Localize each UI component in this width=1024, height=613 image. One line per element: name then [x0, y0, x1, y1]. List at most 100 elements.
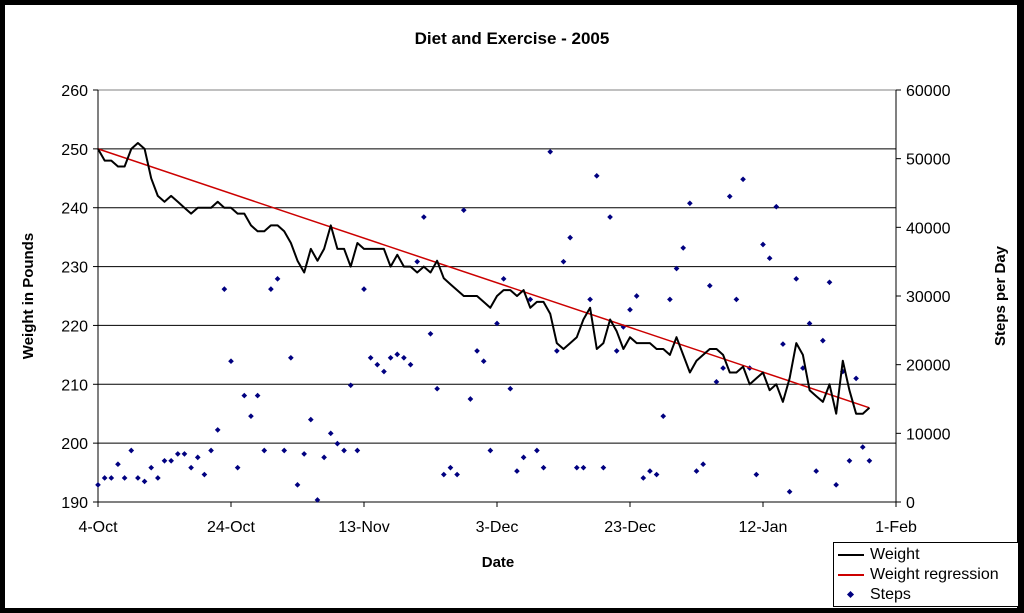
y2-tick-label: 40000 [906, 220, 951, 237]
steps-point [726, 193, 733, 200]
steps-point [660, 413, 667, 419]
legend-label-weight-regression: Weight regression [870, 566, 999, 583]
steps-point [440, 471, 447, 478]
steps-point [281, 447, 288, 454]
steps-point [580, 464, 587, 471]
steps-point [141, 478, 148, 485]
steps-point [367, 354, 374, 361]
legend-label-weight: Weight [870, 546, 920, 563]
steps-point [361, 286, 367, 292]
steps-point [527, 296, 534, 303]
steps-point [221, 286, 228, 292]
steps-point [720, 365, 726, 371]
steps-point [168, 457, 174, 464]
x-tick-label: 24-Oct [207, 519, 256, 536]
steps-point [474, 348, 480, 354]
steps-point [534, 447, 540, 454]
steps-point [321, 454, 327, 461]
steps-point [401, 354, 407, 361]
chart-canvas: Diet and Exercise - 2005 190 200 210 220 230… [20, 29, 1009, 571]
steps-point [667, 296, 673, 303]
steps-point [600, 464, 607, 471]
legend-item-weight: Weight [838, 545, 920, 565]
x-tick-label: 12-Jan [739, 519, 788, 536]
x-tick-label: 3-Dec [476, 519, 519, 536]
steps-point [261, 447, 268, 454]
y-tick-label: 230 [61, 260, 88, 277]
steps-point [460, 207, 467, 213]
steps-point [101, 475, 108, 481]
steps-point [554, 348, 560, 354]
gridlines [98, 89, 896, 444]
steps-point [241, 392, 248, 399]
steps-point [820, 337, 826, 344]
steps-point [573, 464, 580, 471]
steps-point [427, 330, 434, 337]
steps-point [786, 488, 793, 495]
steps-point [540, 464, 547, 471]
steps-point [254, 392, 261, 399]
steps-point [434, 385, 440, 392]
steps-point [640, 475, 647, 481]
steps-point [394, 351, 401, 358]
steps-point [593, 173, 600, 179]
steps-point [773, 203, 780, 210]
y-tick-label: 220 [61, 318, 88, 335]
steps-point [793, 276, 800, 282]
y2-tick-label: 0 [906, 495, 915, 512]
steps-point [447, 464, 454, 471]
steps-point [327, 430, 334, 437]
steps-point [680, 245, 687, 251]
steps-point [607, 214, 613, 220]
steps-point [288, 354, 294, 361]
steps-point [301, 451, 307, 457]
steps-point [194, 454, 201, 461]
steps-point [128, 447, 135, 454]
steps-point [467, 396, 474, 402]
legend-swatch-steps [838, 585, 864, 605]
steps-point [174, 451, 181, 457]
steps-point [780, 341, 786, 347]
steps-point [520, 454, 527, 461]
y2-axis-label: Steps per Day [992, 245, 1009, 346]
steps-point [826, 279, 833, 286]
legend-item-steps: Steps [838, 585, 911, 605]
x-tick-label: 23-Dec [604, 519, 656, 536]
steps-point [753, 471, 760, 478]
steps-point [713, 379, 720, 385]
steps-point [381, 368, 387, 375]
y-tick-label: 210 [61, 377, 88, 394]
legend-swatch-weight-regression [838, 565, 864, 585]
steps-point [454, 471, 460, 478]
steps-point [95, 482, 101, 488]
y-tick-label: 260 [61, 83, 88, 100]
steps-point [507, 385, 514, 392]
steps-point [653, 471, 660, 478]
chart-frame: Diet and Exercise - 2005 190 200 210 220 230… [5, 5, 1019, 608]
steps-point [687, 200, 693, 207]
steps-point [706, 282, 713, 289]
steps-point [846, 457, 853, 464]
steps-point [700, 461, 706, 468]
steps-point [108, 475, 115, 481]
x-tick-label: 1-Feb [875, 519, 917, 536]
steps-point [833, 482, 839, 488]
legend-label-steps: Steps [870, 586, 911, 603]
steps-point [414, 258, 421, 265]
weight-regression-line [97, 148, 870, 409]
steps-point [514, 468, 520, 474]
steps-point [806, 320, 813, 327]
legend: Weight Weight regression Steps [833, 542, 1019, 607]
chart-title: Diet and Exercise - 2005 [415, 29, 610, 48]
steps-point [627, 306, 633, 313]
steps-point [234, 464, 241, 471]
steps-point [740, 176, 746, 183]
steps-point [201, 471, 208, 478]
steps-point [341, 447, 347, 454]
steps-point [115, 461, 121, 468]
steps-point [813, 468, 820, 474]
axes: 190 200 210 220 230 240 250 260 0 10000 20000 30000… [61, 83, 950, 536]
steps-point [228, 358, 234, 365]
steps-point [181, 451, 188, 457]
steps-point [733, 296, 740, 303]
